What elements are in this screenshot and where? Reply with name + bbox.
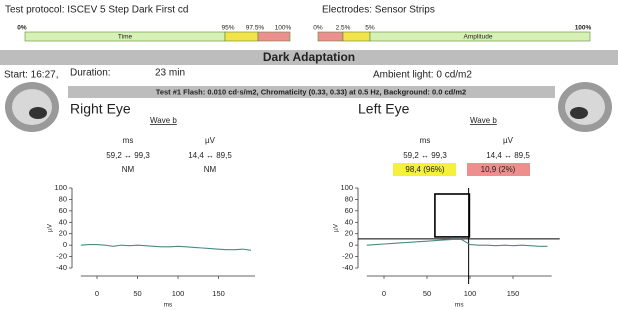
- y-tick-label: 20: [59, 229, 67, 238]
- y-tick-label: 80: [59, 194, 67, 203]
- x-tick-label: 0: [95, 289, 99, 298]
- y-tick-label: 60: [345, 206, 353, 215]
- result: NM: [122, 165, 135, 174]
- y-tick-label: 20: [345, 229, 353, 238]
- y-tick-label: 100: [54, 183, 67, 192]
- y-tick-label: 40: [345, 217, 353, 226]
- electrodes: Electrodes: Sensor Strips: [322, 5, 435, 16]
- start: Start: 16:27,: [4, 70, 58, 81]
- amp-tick: 0%: [313, 25, 323, 32]
- y-axis-label: µV: [47, 223, 54, 232]
- range: 59,2 ↔ 99,3: [106, 151, 150, 160]
- y-tick-label: 0: [63, 240, 67, 249]
- amp-red: [318, 32, 343, 41]
- amp-tick: 2.5%: [336, 25, 351, 32]
- y-axis-label: µV: [333, 223, 340, 232]
- result: 98,4 (96%): [405, 165, 444, 174]
- eye-title: Right Eye: [70, 101, 131, 117]
- duration: 23 min: [155, 68, 185, 79]
- left-eye-icon: [558, 82, 612, 132]
- wave-label: Wave b: [470, 116, 497, 125]
- y-tick-label: -40: [56, 263, 67, 272]
- wave-label: Wave b: [150, 116, 177, 125]
- time-yellow: [225, 32, 258, 41]
- page: {"header": {"protocol": "Test protocol: …: [0, 0, 618, 310]
- unit: µV: [503, 136, 514, 145]
- time-tick: 95%: [221, 25, 234, 32]
- range: 14,4 ↔ 89,5: [486, 151, 530, 160]
- result: NM: [204, 165, 217, 174]
- y-tick-label: 60: [59, 206, 67, 215]
- x-tick-label: 50: [133, 289, 141, 298]
- duration-label: Duration:: [70, 68, 111, 79]
- amp-yellow: [343, 32, 370, 41]
- test-info: Test #1 Flash: 0.010 cd·s/m2, Chromatici…: [156, 87, 466, 96]
- x-tick-label: 150: [507, 289, 520, 298]
- eye-title: Left Eye: [358, 101, 410, 117]
- ambient: Ambient light: 0 cd/m2: [373, 70, 472, 81]
- amp-label: Amplitude: [464, 34, 493, 41]
- data-line: [367, 239, 548, 246]
- range: 59,2 ↔ 99,3: [403, 151, 447, 160]
- unit: ms: [123, 136, 134, 145]
- y-tick-label: 0: [349, 240, 353, 249]
- x-tick-label: 50: [423, 289, 431, 298]
- y-tick-label: -20: [56, 252, 67, 261]
- data-line: [81, 245, 251, 251]
- amp-tick: 5%: [365, 25, 375, 32]
- protocol: Test protocol: ISCEV 5 Step Dark First c…: [5, 5, 188, 16]
- x-tick-label: 150: [212, 289, 225, 298]
- x-axis-label: ms: [164, 302, 173, 309]
- y-tick-label: -20: [342, 252, 353, 261]
- time-tick: 0%: [17, 25, 27, 32]
- y-tick-label: 40: [59, 217, 67, 226]
- time-tick: 97.5%: [246, 25, 265, 32]
- result: 10,9 (2%): [481, 165, 516, 174]
- range: 14,4 ↔ 89,5: [188, 151, 232, 160]
- time-tick: 100%: [275, 25, 292, 32]
- y-tick-label: 100: [340, 183, 353, 192]
- x-tick-label: 0: [382, 289, 386, 298]
- x-tick-label: 100: [172, 289, 185, 298]
- unit: µV: [205, 136, 216, 145]
- report: Test protocol: ISCEV 5 Step Dark First c…: [0, 0, 618, 310]
- y-tick-label: -40: [342, 263, 353, 272]
- time-label: Time: [118, 34, 133, 41]
- x-tick-label: 100: [464, 289, 477, 298]
- reference-box: [435, 194, 469, 237]
- unit: ms: [420, 136, 431, 145]
- right-eye-icon: [5, 82, 59, 132]
- x-axis-label: ms: [455, 302, 464, 309]
- amp-tick: 100%: [575, 25, 592, 32]
- section-title: Dark Adaptation: [263, 50, 355, 64]
- y-tick-label: 80: [345, 194, 353, 203]
- time-red: [258, 32, 290, 41]
